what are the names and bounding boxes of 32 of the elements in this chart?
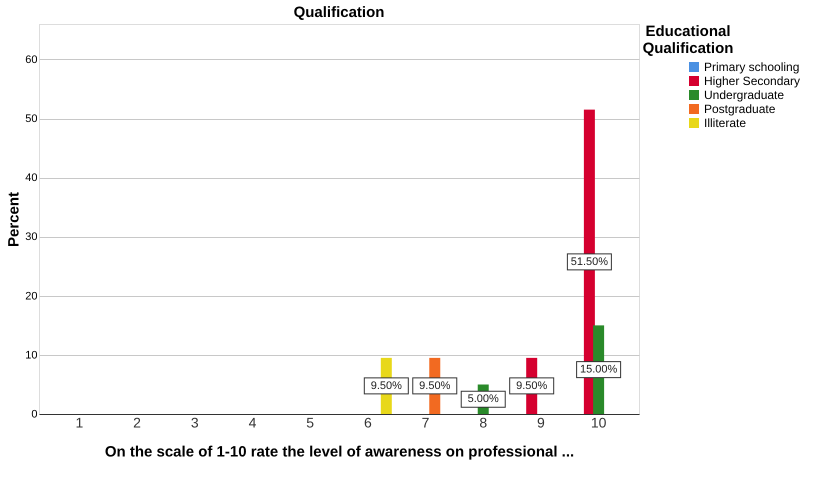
data-label: 51.50%: [570, 256, 608, 268]
y-tick-label: 20: [25, 290, 38, 302]
x-tick-label: 4: [248, 414, 257, 430]
data-label: 9.50%: [516, 380, 548, 392]
y-tick-label: 10: [25, 349, 38, 362]
y-tick-label: 0: [31, 408, 38, 420]
y-axis-title: Percent: [5, 192, 22, 248]
data-label: 9.50%: [370, 380, 402, 392]
x-tick-label: 3: [190, 414, 199, 430]
x-tick-label: 1: [75, 414, 84, 430]
x-tick-label: 6: [364, 414, 372, 430]
legend-title: Educational Qualification: [642, 23, 734, 57]
x-axis-title: On the scale of 1-10 rate the level of awareness on professional ...: [104, 444, 574, 460]
data-label: 9.50%: [419, 380, 451, 392]
legend-label: Undergraduate: [704, 88, 784, 102]
x-tick-label: 2: [133, 414, 142, 430]
x-tick-label: 9: [537, 414, 546, 430]
legend-label: Illiterate: [704, 116, 746, 130]
data-label: 15.00%: [580, 364, 618, 376]
y-tick-label: 30: [25, 231, 38, 244]
x-tick-label: 8: [479, 414, 488, 430]
x-tick-label: 10: [590, 414, 607, 430]
legend-label: Postgraduate: [704, 102, 776, 116]
x-tick-label: 5: [306, 414, 314, 430]
x-tick-label: 7: [422, 414, 430, 430]
legend-label: Primary schooling: [704, 60, 800, 74]
data-label: 5.00%: [468, 393, 500, 406]
chart-title: Qualification: [294, 4, 384, 21]
legend-label: Higher Secondary: [704, 74, 800, 88]
y-tick-label: 60: [25, 54, 38, 66]
y-tick-label: 50: [25, 113, 38, 126]
y-tick-label: 40: [25, 172, 38, 184]
